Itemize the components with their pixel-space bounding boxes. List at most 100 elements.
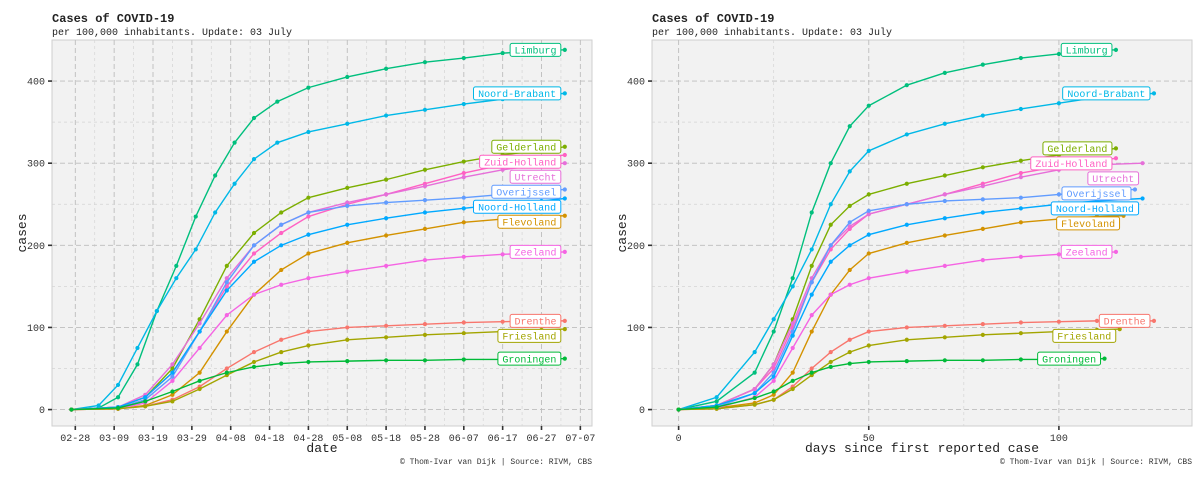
x-tick-label: 03-19 [138, 434, 168, 445]
data-point [847, 349, 852, 355]
data-point [809, 313, 814, 318]
y-tick-label: 100 [627, 324, 645, 335]
label-box [1098, 313, 1151, 328]
data-point [752, 391, 757, 396]
label-box [509, 313, 562, 328]
data-point [345, 325, 350, 330]
data-point [562, 326, 567, 332]
series-label-groningen: Groningen [1037, 351, 1102, 366]
data-point [384, 216, 389, 221]
data-point [752, 395, 757, 401]
data-point [771, 362, 776, 367]
data-point [1102, 356, 1107, 361]
data-point [224, 370, 229, 375]
chart-caption: © Thom-Ivar van Dijk | Source: RIVM, CBS [999, 458, 1192, 467]
data-point [224, 288, 229, 293]
data-point [1018, 331, 1023, 336]
data-point [197, 386, 202, 392]
series-label-gelderland: Gelderland [491, 139, 562, 154]
data-point [461, 159, 466, 164]
data-point [224, 280, 229, 285]
chart-days-svg: 0 50 100 0 100 200 300 400 days since first repo… [615, 39, 1193, 456]
data-point [866, 343, 871, 348]
label-text: Friesland [1057, 331, 1111, 343]
data-point [1094, 318, 1100, 323]
data-point [170, 392, 175, 397]
data-point [847, 220, 852, 225]
data-point [193, 247, 198, 252]
label-box [479, 154, 562, 169]
data-point [714, 399, 719, 404]
data-point [193, 214, 198, 219]
data-point [1151, 91, 1157, 96]
x-tick-label: 03-29 [177, 434, 207, 445]
series-label-limburg: Limburg [1060, 42, 1113, 57]
label-text: Utrecht [1092, 174, 1134, 186]
series-line-flevoland [678, 215, 1124, 411]
data-point [904, 240, 909, 245]
chart-subtitle: per 100,000 inhabitants. Update: 03 July [52, 28, 293, 39]
data-point [904, 181, 909, 186]
x-tick-label: 06-17 [488, 434, 518, 445]
data-point [306, 359, 311, 365]
data-point [980, 184, 985, 189]
data-point [980, 210, 985, 215]
data-point [461, 101, 466, 107]
data-point [170, 370, 175, 375]
x-tick-label: 06-27 [526, 434, 556, 445]
data-point [1132, 187, 1138, 192]
data-point [170, 362, 175, 367]
data-point [828, 243, 833, 248]
data-point [790, 345, 795, 351]
data-point [384, 66, 389, 71]
data-point [942, 263, 947, 268]
data-point [345, 200, 350, 205]
data-point [279, 267, 284, 273]
data-point [942, 233, 947, 238]
data-point [828, 222, 833, 227]
label-box [1061, 186, 1132, 201]
data-point [942, 121, 947, 126]
data-point [135, 362, 140, 367]
data-point [904, 132, 909, 137]
data-point [904, 359, 909, 364]
data-point [345, 185, 350, 190]
data-point [714, 395, 719, 400]
label-box [509, 244, 562, 259]
data-point [197, 378, 202, 383]
data-point [809, 263, 814, 268]
x-tick-label: 06-07 [449, 434, 479, 445]
label-text: Overijssel [496, 187, 556, 199]
data-point [562, 161, 567, 166]
data-point [251, 359, 257, 365]
series-line-drenthe [71, 320, 565, 411]
x-axis-label: date [306, 441, 337, 456]
data-point [980, 165, 985, 170]
data-point [866, 251, 871, 256]
data-point [384, 323, 389, 328]
data-point [1056, 101, 1062, 106]
data-point [461, 195, 466, 200]
series-line-limburg [678, 49, 1116, 411]
y-tick-label: 300 [627, 160, 645, 171]
series-label-friesland: Friesland [497, 328, 562, 343]
series-label-drenthe: Drenthe [1098, 313, 1151, 328]
data-point [752, 386, 757, 392]
series-line-overijssel [678, 188, 1135, 411]
data-point [752, 402, 757, 407]
data-point [422, 107, 428, 112]
data-point [790, 321, 795, 326]
data-point [422, 198, 428, 203]
data-point [197, 329, 202, 334]
right-chart-panel: Cases of COVID-19 per 100,000 inhabitant… [600, 0, 1200, 480]
data-point [422, 332, 428, 337]
data-point [384, 177, 389, 182]
chart-subtitle: per 100,000 inhabitants. Update: 03 July [652, 28, 893, 39]
data-point [224, 263, 229, 268]
series-line-noord-holland [678, 197, 1143, 411]
data-point [866, 103, 871, 108]
data-point [251, 230, 257, 236]
data-point [562, 187, 567, 192]
data-point [562, 144, 567, 149]
data-point [904, 202, 909, 207]
